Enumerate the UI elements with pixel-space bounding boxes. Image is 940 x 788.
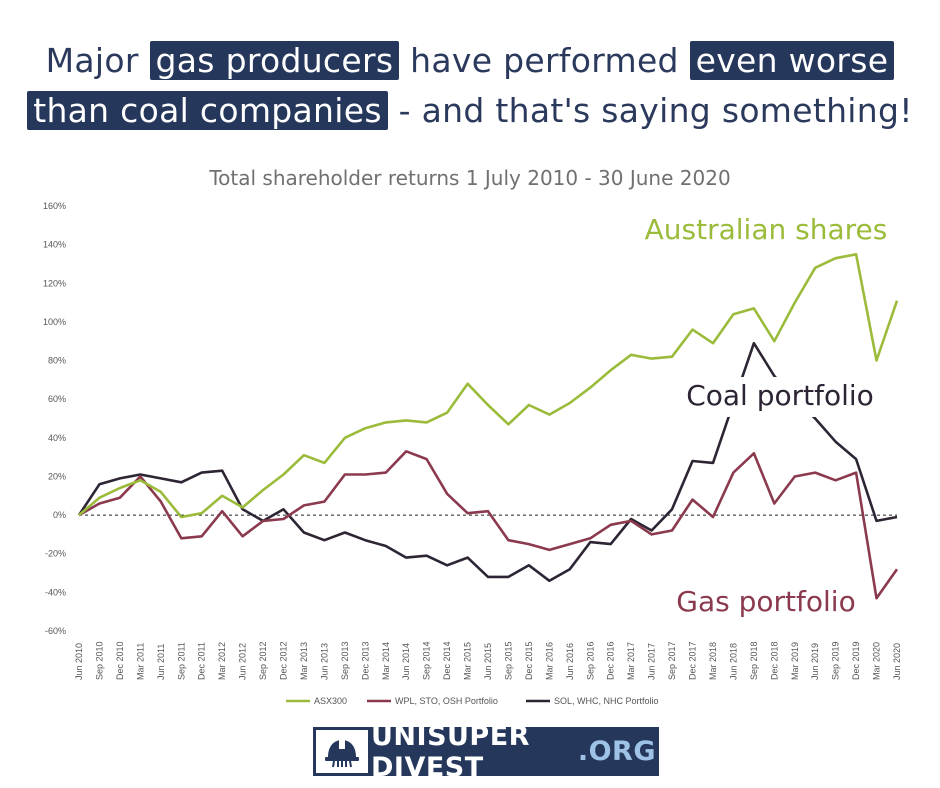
chart-title: Total shareholder returns 1 July 2010 - … bbox=[209, 166, 731, 190]
x-tick-label: Mar 2014 bbox=[381, 642, 391, 680]
x-tick-label: Jun 2011 bbox=[156, 644, 166, 680]
x-tick-label: Jun 2012 bbox=[238, 643, 248, 680]
y-tick-label: -20% bbox=[45, 549, 66, 559]
headline-highlight-even-worse: even worse bbox=[689, 41, 895, 80]
y-tick-label: 140% bbox=[43, 240, 66, 250]
headline-text-2: have performed bbox=[399, 41, 690, 80]
series-line-gas-portfolio bbox=[78, 449, 899, 600]
x-tick-label: Mar 2017 bbox=[626, 642, 636, 680]
x-tick-label: Mar 2013 bbox=[299, 642, 309, 680]
x-tick-label: Sep 2015 bbox=[503, 641, 513, 680]
x-tick-label: Dec 2014 bbox=[442, 641, 452, 680]
x-tick-label: Mar 2015 bbox=[463, 642, 473, 680]
y-tick-label: -40% bbox=[45, 587, 66, 597]
x-tick-label: Sep 2011 bbox=[176, 642, 186, 680]
x-tick-label: Sep 2010 bbox=[94, 641, 104, 680]
headline-highlight-gas-producers: gas producers bbox=[149, 41, 400, 80]
x-tick-label: Dec 2013 bbox=[360, 641, 370, 680]
y-axis: 160% 140% 120% 100% 80% 60% 40% 20% 0% -20% -40% -6… bbox=[43, 201, 66, 636]
x-tick-label: Sep 2017 bbox=[667, 641, 677, 680]
x-tick-label: Jun 2019 bbox=[810, 643, 820, 680]
unisuper-divest-logo: UNISUPER DIVEST .ORG bbox=[313, 721, 659, 783]
headline: Major gas producers have performed even … bbox=[0, 36, 940, 136]
annotation-australian-shares: Australian shares bbox=[645, 213, 888, 246]
x-tick-label: Mar 2011 bbox=[135, 643, 145, 680]
x-tick-label: Jun 2018 bbox=[728, 643, 738, 680]
x-tick-label: Mar 2016 bbox=[544, 642, 554, 680]
x-tick-label: Mar 2012 bbox=[217, 642, 227, 680]
x-tick-label: Dec 2010 bbox=[115, 641, 125, 680]
x-tick-label: Jun 2010 bbox=[74, 643, 84, 680]
headline-highlight-coal-companies: than coal companies bbox=[27, 91, 388, 130]
annotation-gas-portfolio: Gas portfolio bbox=[676, 585, 855, 618]
x-tick-label: Dec 2012 bbox=[279, 641, 289, 680]
headline-text-1: Major bbox=[45, 41, 150, 80]
series-line-coal-portfolio bbox=[77, 341, 898, 583]
y-tick-label: 60% bbox=[48, 394, 66, 404]
headline-line-1: Major gas producers have performed even … bbox=[0, 36, 940, 86]
logo-main-text: UNISUPER DIVEST bbox=[371, 720, 530, 783]
y-tick-label: 120% bbox=[43, 278, 66, 288]
x-tick-label: Dec 2017 bbox=[688, 641, 698, 680]
annotation-coal-portfolio: Coal portfolio bbox=[686, 379, 874, 412]
x-tick-label: Jun 2016 bbox=[565, 643, 575, 680]
x-tick-label: Mar 2018 bbox=[708, 642, 718, 680]
hard-hat-icon bbox=[316, 730, 371, 773]
x-axis: Jun 2010 Sep 2010 Dec 2010 Mar 2011 Jun 2011… bbox=[74, 641, 902, 680]
headline-text-3: - and that's saying something! bbox=[387, 91, 913, 130]
y-tick-label: 100% bbox=[43, 317, 66, 327]
x-tick-label: Jun 2015 bbox=[483, 643, 493, 680]
legend-label: WPL, STO, OSH Portfolio bbox=[395, 696, 498, 706]
line-chart: 160% 140% 120% 100% 80% 60% 40% 20% 0% -20% -40% -6… bbox=[43, 201, 902, 706]
x-tick-label: Dec 2015 bbox=[524, 641, 534, 680]
x-tick-label: Sep 2013 bbox=[340, 641, 350, 680]
legend-label: ASX300 bbox=[314, 696, 347, 706]
x-tick-label: Sep 2014 bbox=[422, 641, 432, 680]
y-tick-label: -60% bbox=[45, 626, 66, 636]
x-tick-label: Jun 2020 bbox=[892, 643, 902, 680]
x-tick-label: Jun 2013 bbox=[319, 643, 329, 680]
y-tick-label: 20% bbox=[48, 471, 66, 481]
series-line-asx300 bbox=[78, 253, 899, 519]
x-tick-label: Jun 2014 bbox=[401, 643, 411, 680]
annotation-background bbox=[680, 377, 880, 417]
y-tick-label: 40% bbox=[48, 433, 66, 443]
series-annotations: Australian shares Gas portfolio Coal portf… bbox=[645, 213, 888, 618]
x-tick-label: Dec 2018 bbox=[769, 641, 779, 680]
y-tick-label: 80% bbox=[48, 356, 66, 366]
x-tick-label: Dec 2019 bbox=[851, 641, 861, 680]
x-tick-label: Sep 2019 bbox=[831, 641, 841, 680]
x-tick-label: Mar 2020 bbox=[872, 642, 882, 680]
logo-suffix-text: .ORG bbox=[577, 736, 656, 767]
logo-wordmark: UNISUPER DIVEST .ORG bbox=[371, 721, 656, 783]
x-tick-label: Dec 2016 bbox=[606, 641, 616, 680]
x-tick-label: Jun 2017 bbox=[647, 643, 657, 680]
x-tick-label: Dec 2011 bbox=[197, 642, 207, 680]
x-tick-label: Sep 2018 bbox=[749, 641, 759, 680]
legend: ASX300 WPL, STO, OSH Portfolio SOL, WHC, N… bbox=[286, 696, 659, 706]
chart-series bbox=[77, 253, 899, 600]
y-tick-label: 0% bbox=[53, 510, 66, 520]
x-tick-label: Sep 2016 bbox=[585, 641, 595, 680]
headline-line-2: than coal companies - and that's saying … bbox=[0, 86, 940, 136]
x-tick-label: Mar 2019 bbox=[790, 642, 800, 680]
x-tick-label: Sep 2012 bbox=[258, 641, 268, 680]
y-tick-label: 160% bbox=[43, 201, 66, 211]
legend-label: SOL, WHC, NHC Portfolio bbox=[554, 696, 659, 706]
